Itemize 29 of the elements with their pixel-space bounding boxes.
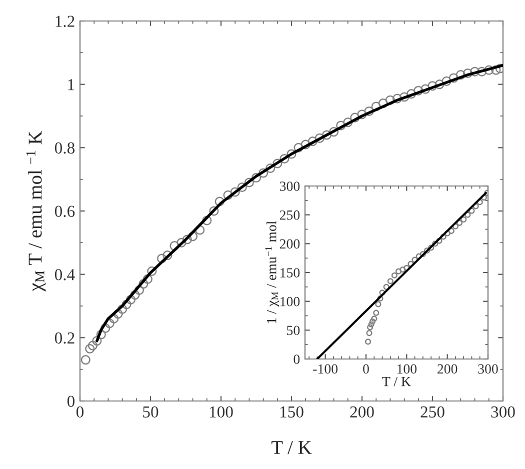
- y-tick-label: 200: [280, 239, 300, 249]
- y-tick-label: 0: [67, 396, 75, 407]
- y-tick-label: 0.6: [54, 206, 75, 218]
- x-tick-label: 300: [478, 364, 498, 374]
- x-tick-label: 0: [76, 406, 84, 418]
- x-tick-label: 250: [420, 406, 444, 418]
- y-tick-label: 1: [68, 79, 74, 90]
- x-axis-title: T / K: [272, 441, 312, 454]
- x-tick-label: 50: [143, 406, 158, 418]
- x-axis-title: T / K: [382, 376, 411, 386]
- y-axis-title: χ$_{M}$ T / emu mol $^{−1}$ K: [26, 130, 46, 292]
- y-tick-label: 0.4: [54, 269, 75, 280]
- y-tick-label: 250: [280, 210, 300, 220]
- x-tick-label: 0: [363, 364, 369, 374]
- x-tick-label: 100: [210, 406, 233, 418]
- y-tick-label: 50: [287, 326, 300, 336]
- x-tick-label: 100: [397, 364, 417, 374]
- y-axis-title: 1 / χ$_{M}$ / emu$^{−1}$ mol: [265, 221, 280, 324]
- x-tick-label: 200: [438, 364, 458, 374]
- x-tick-label: 300: [491, 406, 515, 418]
- x-tick-label: -100: [313, 364, 338, 374]
- y-tick-label: 0.8: [54, 142, 75, 154]
- y-tick-label: 0: [294, 354, 300, 364]
- y-tick-label: 1.2: [56, 16, 74, 28]
- y-tick-label: 100: [280, 296, 300, 306]
- x-tick-label: 200: [350, 406, 374, 418]
- y-tick-label: 0.2: [54, 332, 74, 344]
- y-tick-label: 300: [280, 182, 300, 191]
- y-tick-label: 150: [280, 268, 300, 278]
